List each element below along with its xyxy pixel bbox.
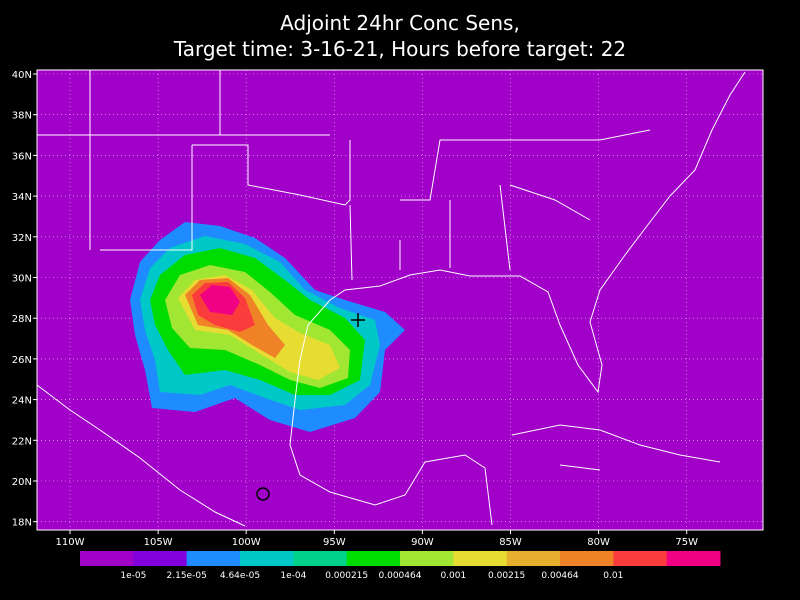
lat-label: 32N (12, 233, 32, 244)
colorbar-label: 0.00464 (541, 571, 578, 581)
colorbar-swatch (666, 551, 721, 566)
lon-label: 100W (232, 537, 261, 548)
lon-label: 95W (323, 537, 346, 548)
colorbar-label: 0.00215 (488, 571, 525, 581)
lat-label: 24N (12, 396, 32, 407)
coastlines (36, 70, 746, 527)
colorbar-label: 4.64e-05 (220, 571, 260, 581)
lon-label: 75W (675, 537, 698, 548)
lon-label: 105W (144, 537, 173, 548)
colorbar-swatch (240, 551, 294, 566)
lat-label: 26N (12, 355, 32, 366)
colorbar-label: 0.001 (440, 571, 466, 581)
colorbar-swatch (400, 551, 454, 566)
colorbar-label: 0.000215 (325, 571, 368, 581)
colorbar-swatch (133, 551, 188, 566)
colorbar-label: 0.000464 (379, 571, 422, 581)
lat-label: 34N (12, 192, 32, 203)
source-marker (256, 487, 270, 501)
lat-label: 30N (12, 274, 32, 285)
lon-label: 110W (56, 537, 85, 548)
title-line: Adjoint 24hr Conc Sens, (280, 11, 520, 35)
grid (37, 70, 763, 530)
lat-label: 36N (12, 151, 32, 162)
colorbar-swatch (186, 551, 241, 566)
colorbar-label: 2.15e-05 (167, 571, 207, 581)
lon-label: 80W (587, 537, 610, 548)
colorbar-label: 0.01 (603, 571, 623, 581)
lat-label: 18N (12, 518, 32, 529)
colorbar-swatch (293, 551, 348, 566)
lat-label: 38N (12, 111, 32, 122)
lat-label: 22N (12, 436, 32, 447)
colorbar-swatch (560, 551, 614, 566)
map-frame (36, 69, 764, 531)
lat-label: 28N (12, 314, 32, 325)
lon-label: 85W (499, 537, 522, 548)
sensitivity-plume (130, 222, 405, 432)
axis-labels: 40N 38N 36N 34N 32N 30N 28N 26N 24N 22N 20N 18N 110W… (12, 70, 698, 548)
colorbar-label: 1e-04 (280, 571, 306, 581)
lon-label: 90W (411, 537, 434, 548)
target-marker (351, 313, 365, 327)
title-line: Target time: 3-16-21, Hours before targe… (173, 37, 626, 61)
lat-label: 40N (12, 70, 32, 81)
lat-label: 20N (12, 477, 32, 488)
colorbar-label: 1e-05 (120, 571, 146, 581)
colorbar-swatch (613, 551, 668, 566)
colorbar-swatch (453, 551, 508, 566)
colorbar-swatch (506, 551, 561, 566)
colorbar-swatch (80, 551, 134, 566)
colorbar: 1e-05 2.15e-05 4.64e-05 1e-04 0.000215 0.0004… (80, 551, 721, 581)
colorbar-swatch (346, 551, 401, 566)
